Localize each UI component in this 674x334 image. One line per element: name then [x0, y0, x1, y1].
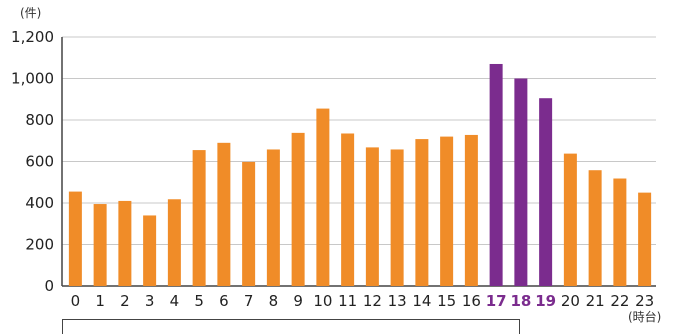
x-tick-label: 22	[610, 292, 629, 310]
y-tick-label: 800	[25, 111, 54, 129]
bar-1	[93, 204, 107, 286]
x-tick-label: 18	[510, 292, 531, 310]
x-tick-label: 23	[635, 292, 654, 310]
bar-2	[118, 200, 132, 286]
x-tick-label: 6	[219, 292, 229, 310]
bar-12	[365, 147, 379, 286]
x-tick-label: 12	[363, 292, 382, 310]
bar-11	[341, 133, 355, 286]
bar-5	[192, 150, 206, 286]
x-tick-label: 17	[486, 292, 507, 310]
bar-9	[291, 132, 305, 286]
y-tick-label: 200	[25, 236, 54, 254]
bar-22	[613, 178, 627, 286]
x-tick-label: 20	[561, 292, 580, 310]
bar-17	[489, 63, 503, 286]
bar-14	[415, 139, 429, 286]
bar-23	[638, 192, 652, 286]
y-tick-label: 1,000	[11, 70, 54, 88]
x-tick-label: 3	[145, 292, 155, 310]
bar-8	[266, 149, 280, 286]
x-tick-label: 1	[95, 292, 105, 310]
x-tick-label: 15	[437, 292, 456, 310]
bar-16	[464, 134, 478, 286]
bar-7	[242, 161, 256, 286]
bar-6	[217, 142, 231, 286]
x-tick-label: 11	[338, 292, 357, 310]
x-tick-label: 14	[412, 292, 431, 310]
x-tick-label: 2	[120, 292, 130, 310]
x-tick-label: 10	[313, 292, 332, 310]
bar-10	[316, 108, 330, 287]
x-tick-label: 0	[71, 292, 81, 310]
x-tick-label: 21	[586, 292, 605, 310]
bar-20	[563, 153, 577, 286]
y-axis-label: (件)	[20, 6, 42, 20]
bar-13	[390, 149, 404, 286]
x-tick-label: 16	[462, 292, 481, 310]
y-tick-label: 0	[44, 277, 54, 295]
bar-4	[167, 199, 181, 286]
bar-15	[440, 136, 454, 286]
x-tick-label: 9	[293, 292, 303, 310]
x-tick-label: 7	[244, 292, 254, 310]
bar-21	[588, 170, 602, 286]
y-tick-label: 1,200	[11, 28, 54, 46]
x-tick-label: 19	[535, 292, 556, 310]
bar-19	[539, 98, 553, 287]
x-tick-label: 4	[170, 292, 180, 310]
bar-18	[514, 78, 528, 286]
y-tick-label: 400	[25, 194, 54, 212]
y-tick-label: 600	[25, 153, 54, 171]
x-axis-label: (時台)	[628, 310, 662, 324]
x-tick-label: 8	[269, 292, 279, 310]
bar-3	[143, 215, 157, 286]
x-tick-label: 13	[388, 292, 407, 310]
bar-0	[68, 191, 82, 286]
x-tick-label: 5	[194, 292, 204, 310]
